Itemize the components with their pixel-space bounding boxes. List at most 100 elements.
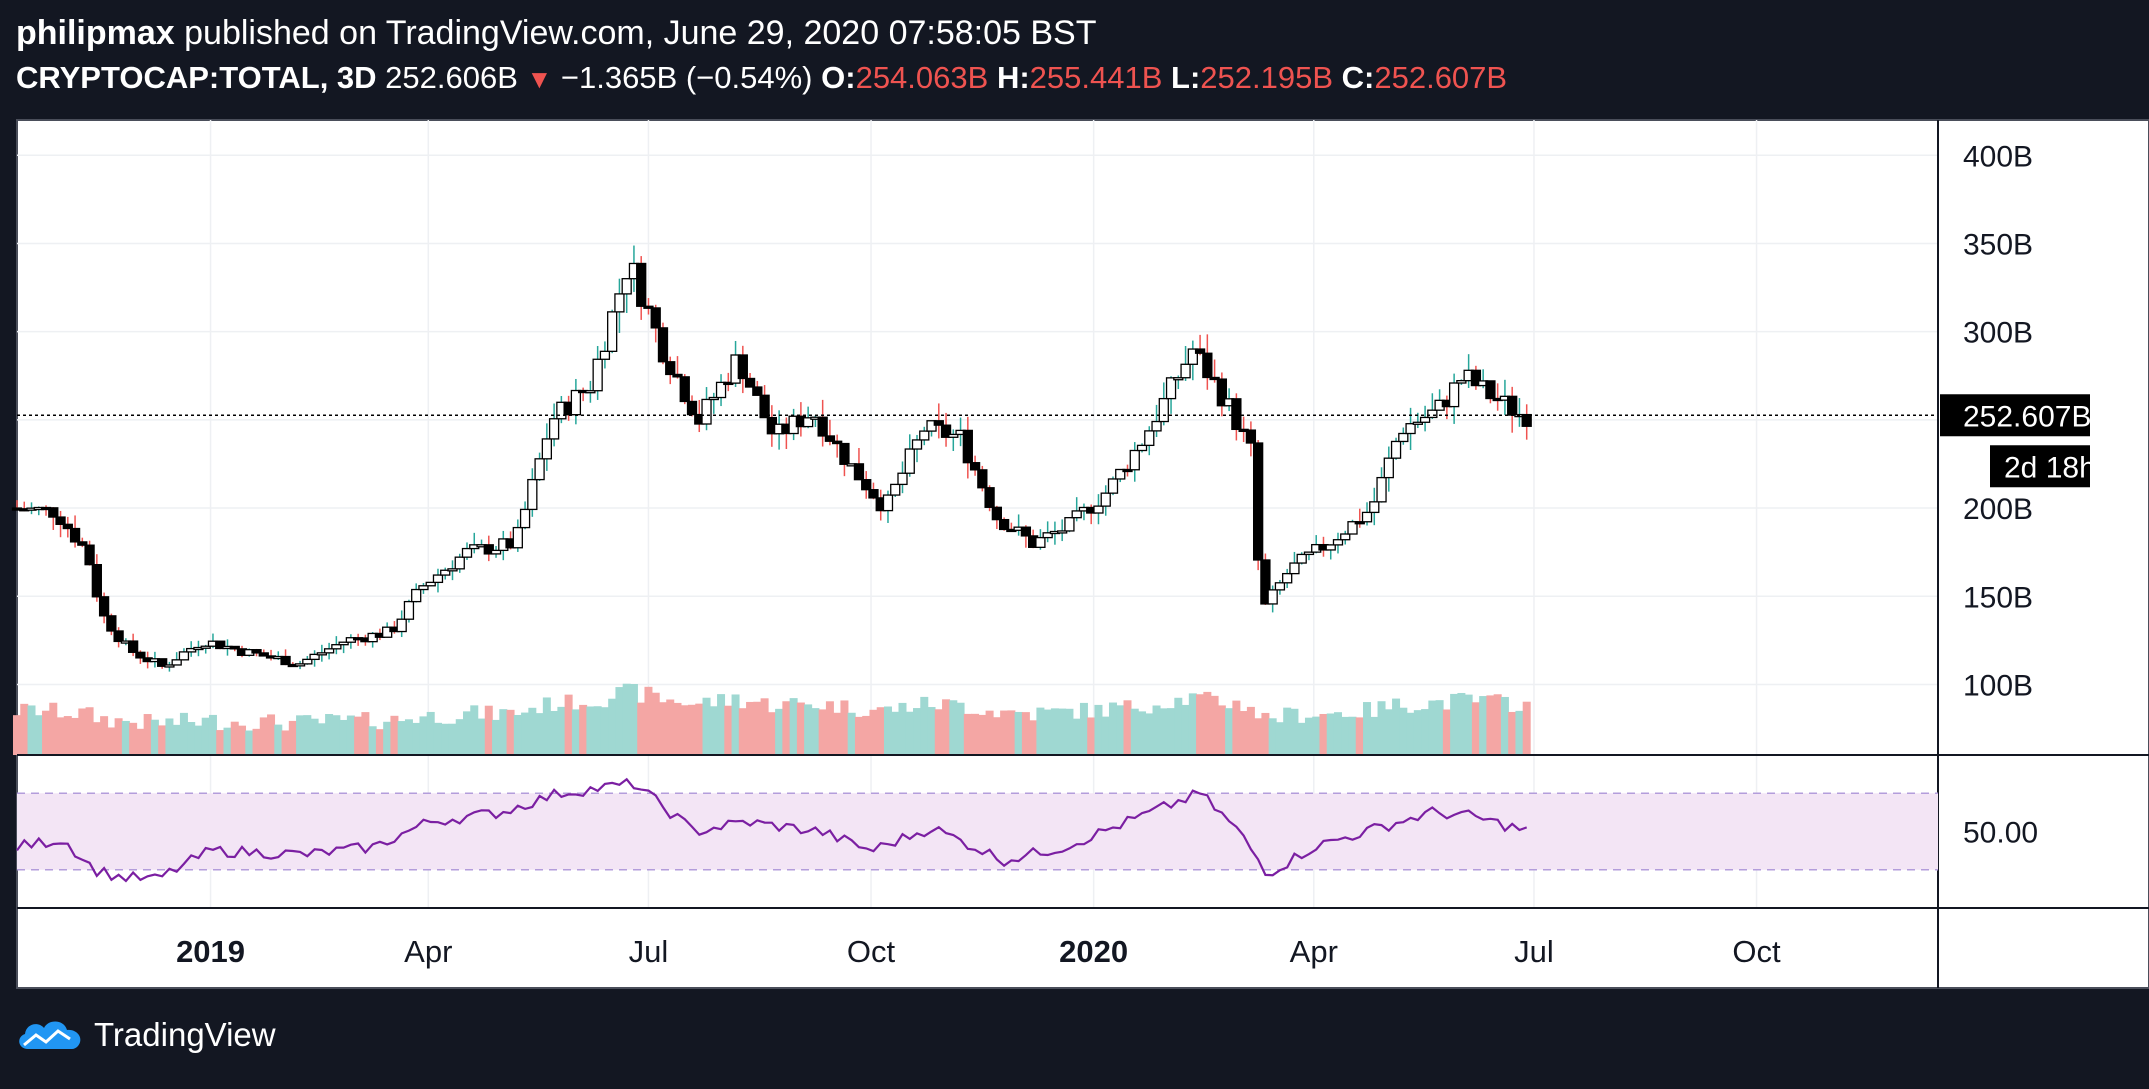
- volume-bar: [158, 725, 167, 755]
- volume-bar: [1152, 705, 1161, 755]
- candle-body: [215, 640, 226, 650]
- candle-body: [258, 652, 269, 657]
- candle-body: [1507, 395, 1518, 416]
- candle-body: [1100, 492, 1111, 507]
- author-name[interactable]: philipmax: [16, 14, 175, 52]
- volume-bar: [412, 722, 421, 755]
- candle-body: [759, 394, 770, 419]
- volume-bar: [1297, 722, 1306, 755]
- candle-body: [440, 569, 451, 576]
- volume-bar: [542, 697, 551, 755]
- candle-body: [599, 350, 611, 360]
- candle-body: [570, 389, 582, 416]
- candle-body: [650, 307, 661, 329]
- volume-bar: [724, 705, 733, 755]
- candle-body: [1129, 449, 1140, 471]
- candle-body: [1412, 421, 1423, 425]
- candle-body: [1071, 510, 1082, 519]
- candle-body: [91, 564, 102, 598]
- volume-bar: [1479, 696, 1488, 755]
- price-axis-ticks: 100B 150B 200B 300B 350B 400B: [1963, 140, 2033, 702]
- volume-bar: [455, 719, 464, 755]
- candle-body: [280, 655, 291, 666]
- volume-bar: [963, 713, 972, 755]
- volume-bar: [717, 694, 726, 755]
- candle-body: [984, 487, 995, 508]
- volume-bar: [934, 709, 943, 755]
- candle-body: [98, 596, 110, 617]
- volume-bar: [63, 716, 72, 755]
- candle-body: [1252, 442, 1264, 561]
- volume-bar: [521, 712, 530, 755]
- price-tick-label: 300B: [1963, 317, 2033, 350]
- candle-body: [251, 649, 262, 654]
- candle-body: [977, 469, 988, 489]
- candle-body: [178, 651, 190, 661]
- volume-bar: [27, 705, 36, 755]
- candle-body: [229, 645, 240, 650]
- candle-body: [338, 641, 349, 646]
- candle-body: [998, 518, 1010, 531]
- candle-body: [48, 507, 59, 518]
- volume-bar: [1094, 704, 1103, 755]
- candle-body: [1470, 369, 1482, 387]
- volume-bar: [905, 711, 914, 755]
- volume-bar: [1471, 702, 1480, 755]
- candle-body: [1332, 539, 1344, 546]
- volume-bar: [854, 716, 863, 755]
- volume-bar: [1036, 707, 1045, 755]
- candle-body: [490, 549, 502, 555]
- volume-bar: [1435, 700, 1444, 755]
- candle-body: [1187, 348, 1198, 365]
- candle-body: [527, 478, 538, 511]
- volume-bar: [1138, 711, 1147, 755]
- candle-body: [323, 648, 335, 654]
- volume-bar: [615, 687, 624, 755]
- candles[interactable]: [11, 245, 1532, 672]
- volume-bar: [956, 702, 965, 755]
- volume-bar: [571, 709, 580, 755]
- volume-bar: [100, 716, 109, 755]
- candle-body: [309, 653, 320, 661]
- down-arrow-icon: ▼: [526, 64, 553, 94]
- candle-body: [84, 544, 95, 566]
- symbol-label: CRYPTOCAP:TOTAL, 3D: [16, 60, 377, 95]
- price-change: −1.365B (−0.54%): [560, 60, 813, 95]
- volume-bar: [274, 724, 283, 755]
- volume-bar: [78, 708, 87, 755]
- candle-body: [1245, 429, 1257, 444]
- candle-body: [135, 651, 146, 659]
- price-tick-label: 200B: [1963, 493, 2033, 526]
- volume-bar: [1406, 712, 1415, 755]
- volume-bar: [876, 707, 885, 755]
- candle-body: [1427, 409, 1438, 419]
- candle-body: [926, 420, 937, 432]
- volume-bar: [825, 701, 834, 755]
- candle-body: [1383, 457, 1394, 479]
- volume-bar: [216, 730, 225, 755]
- candle-body: [316, 652, 327, 656]
- volume-bar: [600, 707, 609, 755]
- countdown-box: [1990, 445, 2090, 488]
- volume-bar: [441, 723, 450, 755]
- volume-bar: [978, 714, 987, 755]
- candle-body: [832, 440, 843, 445]
- volume-bar: [1464, 694, 1473, 755]
- candle-body: [1390, 440, 1402, 459]
- volume-bar: [1167, 708, 1176, 755]
- candle-body: [861, 479, 872, 491]
- candle-body: [1151, 420, 1162, 432]
- ohlc-line: CRYPTOCAP:TOTAL, 3D 252.606B ▼ −1.365B (…: [16, 56, 1507, 101]
- volume-bar: [513, 714, 522, 755]
- candle-body: [454, 556, 465, 570]
- volume-bar: [499, 709, 508, 755]
- volume-bar: [1254, 718, 1263, 755]
- candle-body: [1042, 532, 1053, 539]
- candle-body: [890, 483, 901, 496]
- low-label: L:: [1171, 60, 1201, 95]
- price-tick-label: 150B: [1963, 581, 2033, 614]
- candle-body: [991, 506, 1003, 521]
- volume-bar: [492, 719, 501, 755]
- candle-body: [1340, 533, 1351, 541]
